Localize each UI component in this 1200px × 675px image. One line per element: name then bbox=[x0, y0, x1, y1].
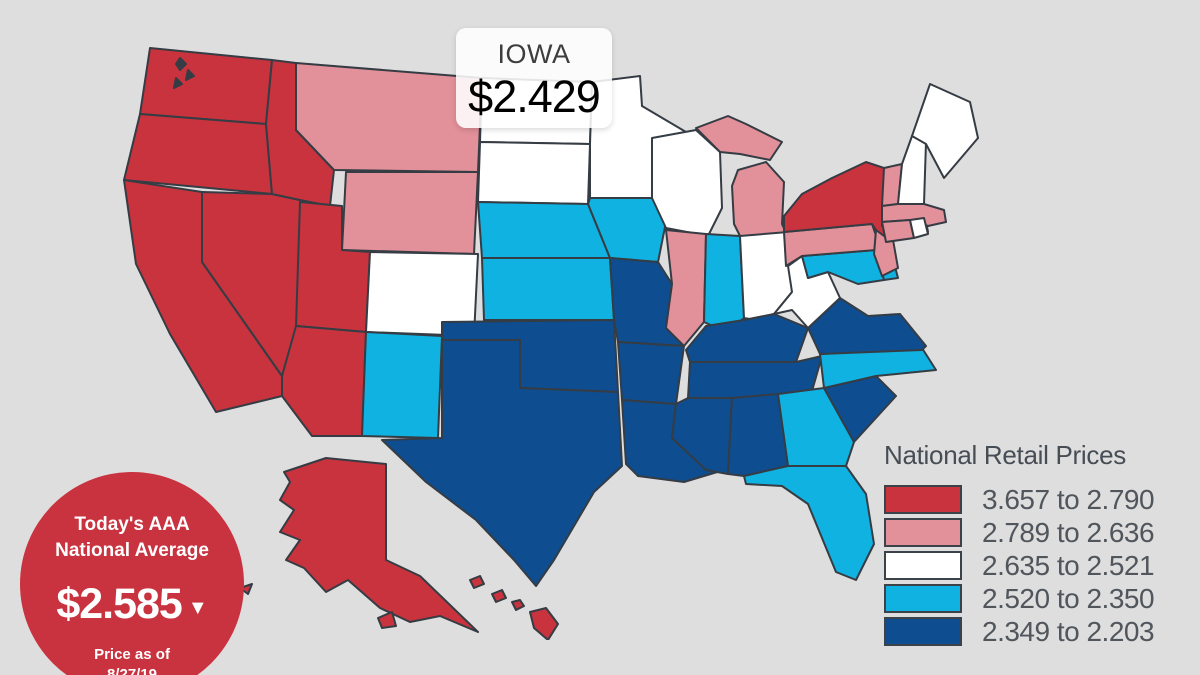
legend-row-4: 2.349 to 2.203 bbox=[884, 615, 1155, 648]
state-hi[interactable]: Hawaii bbox=[491, 589, 507, 603]
state-wi[interactable]: Wisconsin bbox=[651, 129, 723, 237]
legend-swatch-4 bbox=[884, 617, 962, 646]
badge-price-row[interactable]: $2.585 ▼ bbox=[20, 580, 244, 629]
legend-label-0: 3.657 to 2.790 bbox=[982, 483, 1155, 515]
state-ak[interactable]: Alaska bbox=[279, 457, 479, 633]
badge-note-line2: 8/27/19 bbox=[106, 666, 158, 675]
badge-title-line1: Today's AAA bbox=[74, 514, 190, 535]
badge-note-line1: Price as of bbox=[94, 646, 170, 663]
state-tn[interactable]: Tennessee bbox=[687, 355, 823, 399]
state-fl[interactable]: Florida bbox=[743, 465, 875, 581]
legend-label-1: 2.789 to 2.636 bbox=[982, 516, 1155, 548]
state-wy[interactable]: Wyoming bbox=[341, 171, 479, 255]
state-il[interactable]: Illinois bbox=[665, 229, 707, 347]
state-hi[interactable]: Hawaii bbox=[511, 599, 525, 611]
badge-price: $2.585 bbox=[56, 580, 183, 628]
state-az[interactable]: Arizona bbox=[281, 325, 367, 437]
state-nh[interactable]: New Hampshire bbox=[897, 135, 927, 205]
state-wa[interactable]: Washington bbox=[139, 47, 273, 125]
us-choropleth-map: WashingtonOregonCaliforniaNevadaIdahoMon… bbox=[123, 47, 979, 640]
legend-label-2: 2.635 to 2.521 bbox=[982, 549, 1155, 581]
legend-row-1: 2.789 to 2.636 bbox=[884, 516, 1155, 549]
state-hi[interactable]: Hawaii bbox=[469, 575, 485, 589]
state-ks[interactable]: Kansas bbox=[481, 257, 615, 321]
state-ak[interactable]: Alaska bbox=[377, 611, 397, 629]
legend-row-2: 2.635 to 2.521 bbox=[884, 549, 1155, 582]
price-legend: National Retail Prices 3.657 to 2.790 2.7… bbox=[884, 440, 1155, 648]
state-nm[interactable]: New Mexico bbox=[361, 331, 443, 439]
state-mt[interactable]: Montana bbox=[295, 62, 483, 173]
legend-swatch-0 bbox=[884, 485, 962, 514]
state-price-tooltip: IOWA $2.429 bbox=[456, 28, 612, 128]
legend-rows: 3.657 to 2.790 2.789 to 2.636 2.635 to 2.5… bbox=[884, 483, 1155, 648]
coastline-detail bbox=[175, 57, 187, 71]
state-ak[interactable]: Alaska bbox=[239, 583, 253, 595]
state-tx[interactable]: Texas bbox=[381, 339, 623, 587]
state-hi[interactable]: Hawaii bbox=[529, 607, 559, 640]
legend-title: National Retail Prices bbox=[884, 440, 1126, 470]
tooltip-state-name: IOWA bbox=[497, 39, 571, 69]
legend-swatch-2 bbox=[884, 551, 962, 580]
legend-label-3: 2.520 to 2.350 bbox=[982, 582, 1155, 614]
coastline-detail bbox=[185, 69, 195, 81]
state-ct[interactable]: Connecticut bbox=[881, 219, 915, 243]
national-average-badge[interactable]: Today's AAA National Average $2.585 ▼ Pri… bbox=[20, 472, 244, 675]
legend-row-3: 2.520 to 2.350 bbox=[884, 582, 1155, 615]
state-mi[interactable]: Michigan bbox=[695, 115, 783, 161]
state-or[interactable]: Oregon bbox=[123, 113, 273, 195]
state-ar[interactable]: Arkansas bbox=[617, 341, 685, 405]
state-sd[interactable]: South Dakota bbox=[477, 141, 591, 205]
state-va[interactable]: Virginia bbox=[807, 297, 927, 355]
state-in[interactable]: Indiana bbox=[703, 233, 745, 333]
legend-swatch-3 bbox=[884, 584, 962, 613]
badge-title-line2: National Average bbox=[55, 540, 209, 561]
legend-swatch-1 bbox=[884, 518, 962, 547]
legend-row-0: 3.657 to 2.790 bbox=[884, 483, 1155, 516]
coastline-detail bbox=[173, 77, 183, 89]
dropdown-arrow-icon[interactable]: ▼ bbox=[187, 597, 208, 619]
state-ri[interactable]: Rhode Island bbox=[909, 217, 929, 239]
tooltip-price: $2.429 bbox=[468, 71, 601, 122]
state-me[interactable]: Maine bbox=[911, 83, 979, 179]
legend-label-4: 2.349 to 2.203 bbox=[982, 615, 1155, 647]
